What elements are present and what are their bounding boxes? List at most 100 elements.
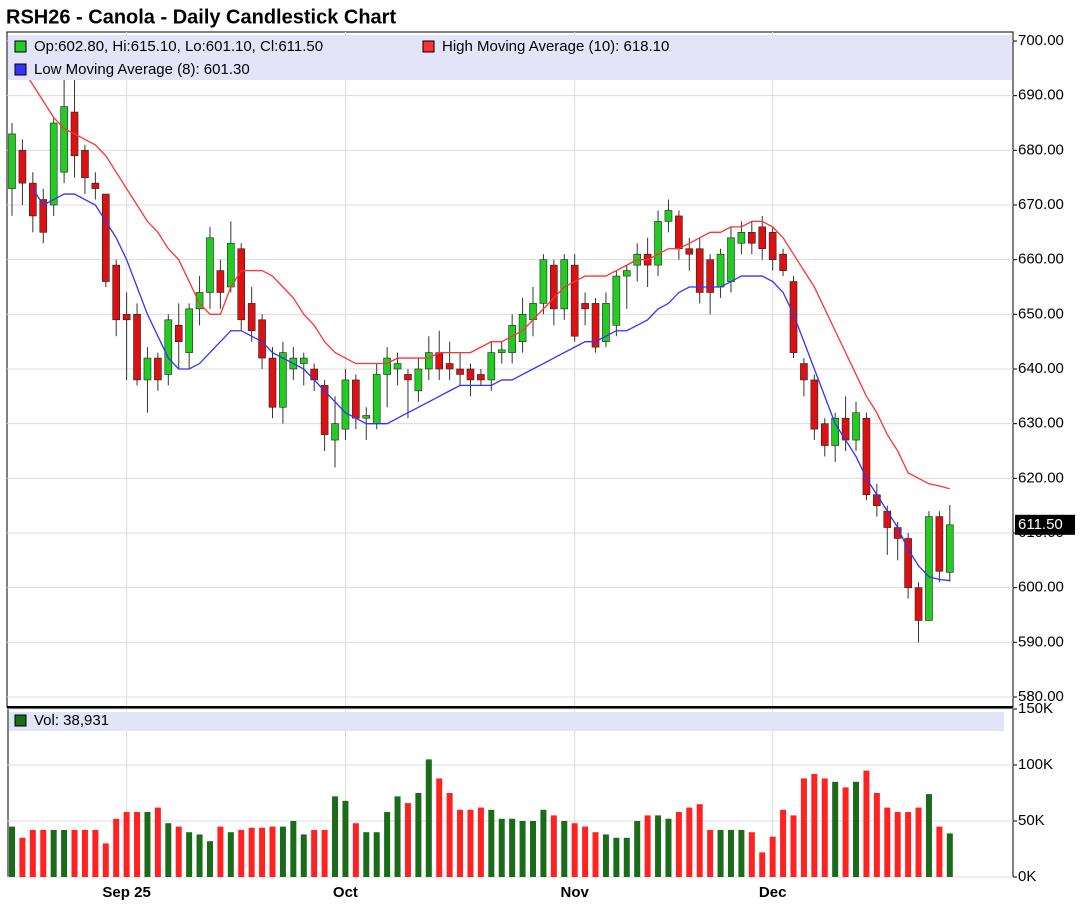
volume-bar	[446, 793, 453, 877]
volume-bar	[477, 807, 484, 877]
volume-bar	[40, 829, 47, 877]
candle-body	[862, 417, 871, 496]
volume-bar	[384, 812, 391, 877]
candle-body	[883, 510, 892, 528]
volume-bar	[832, 781, 839, 877]
candle-body	[362, 415, 371, 419]
candle-body	[779, 253, 787, 271]
volume-bar	[373, 832, 380, 877]
legend-label: High Moving Average (10): 618.10	[442, 38, 669, 55]
candle-body	[935, 516, 944, 572]
y-tick-label: 50K	[1018, 812, 1045, 829]
candle-body	[320, 385, 329, 435]
candle-body	[18, 150, 27, 184]
candle-body	[258, 319, 266, 359]
candle-body	[706, 259, 714, 293]
candle-body	[654, 221, 662, 266]
volume-bar	[19, 837, 26, 877]
volume-bar	[540, 809, 547, 877]
candle-body	[852, 412, 860, 441]
volume-bar	[582, 826, 589, 877]
volume-bar	[50, 829, 57, 877]
volume-bar	[29, 829, 36, 877]
volume-bar	[915, 807, 922, 877]
candle-body	[664, 210, 673, 222]
candle-body	[695, 248, 704, 293]
x-tick-label: Sep 25	[102, 884, 150, 901]
legend-swatch	[422, 40, 435, 53]
volume-bar	[727, 829, 734, 877]
candle-body	[49, 122, 58, 206]
candle-body	[873, 494, 881, 506]
candle-body	[945, 524, 954, 573]
volume-bar	[686, 807, 693, 877]
candle-body	[466, 368, 475, 381]
y-tick-label: 670.00	[1018, 196, 1064, 213]
volume-bar	[550, 815, 557, 877]
candle-body	[591, 303, 600, 348]
candle-body	[716, 253, 725, 288]
volume-bar	[675, 812, 682, 877]
moving-average-line	[32, 188, 950, 582]
y-tick-label: 690.00	[1018, 87, 1064, 104]
candle-body	[414, 368, 423, 392]
candle-body	[101, 193, 110, 282]
candle-body	[331, 423, 339, 441]
candle-body	[91, 182, 100, 189]
candle-body	[112, 264, 120, 321]
volume-bar	[404, 803, 411, 877]
volume-bar	[613, 837, 620, 877]
candle-body	[164, 319, 173, 375]
candle-body	[81, 150, 89, 178]
volume-bar	[196, 834, 203, 877]
candle-body	[299, 357, 308, 364]
volume-bar	[665, 818, 672, 877]
candle-body	[122, 314, 131, 321]
volume-bar	[905, 812, 912, 877]
volume-bar	[175, 826, 182, 877]
candle-body	[424, 352, 433, 370]
candle-body	[185, 308, 193, 353]
volume-bar	[154, 807, 161, 877]
candle-body	[820, 423, 829, 446]
volume-bar	[769, 836, 776, 877]
candle-body	[383, 357, 391, 375]
volume-bar	[811, 773, 818, 877]
candle-body	[29, 182, 37, 217]
candle-body	[206, 237, 214, 293]
volume-bar	[498, 818, 505, 877]
ohlc-legend: Op:602.80, Hi:615.10, Lo:601.10, Cl:611.…	[34, 38, 323, 55]
last-price-tag	[1015, 514, 1075, 535]
candle-body	[727, 237, 735, 282]
candle-body	[904, 538, 912, 588]
candle-body	[487, 352, 496, 381]
volume-bar	[113, 818, 120, 877]
volume-legend-band	[9, 712, 1004, 731]
marks	[8, 57, 954, 877]
candle-body	[508, 324, 516, 353]
last-price-label: 611.50	[1018, 516, 1063, 533]
candle-body	[675, 215, 683, 250]
candle-body	[925, 516, 933, 621]
volume-bar	[561, 821, 568, 877]
y-tick-label: 150K	[1018, 700, 1053, 717]
volume-bar	[363, 832, 370, 877]
volume-bar	[102, 843, 109, 877]
volume-bar	[571, 823, 578, 877]
legend-swatch	[14, 63, 27, 76]
candle-body	[8, 133, 16, 189]
candle-body	[393, 363, 402, 370]
volume-bar	[227, 832, 234, 877]
candle-body	[352, 379, 360, 419]
volume-bar	[186, 832, 193, 877]
volume-bar	[592, 832, 599, 877]
volume-bar	[623, 837, 630, 877]
volume-bar	[946, 833, 953, 877]
volume-bar	[821, 778, 828, 877]
volume-bar	[936, 826, 943, 877]
volume-bar	[602, 834, 609, 877]
candle-body	[758, 226, 767, 250]
volume-bar	[842, 787, 849, 877]
moving-average-line	[21, 67, 950, 490]
